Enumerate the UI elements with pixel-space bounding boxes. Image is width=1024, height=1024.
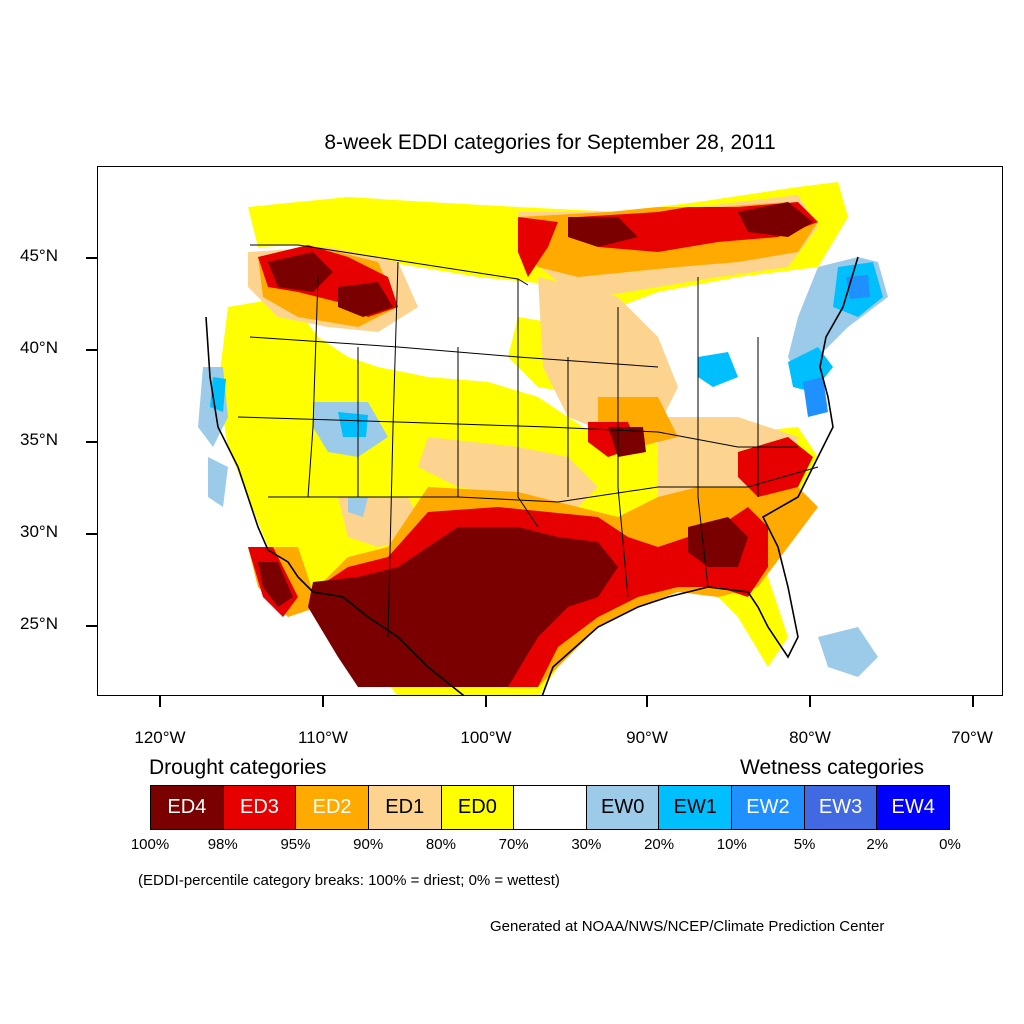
drought-categories-heading: Drought categories — [149, 756, 327, 779]
lon-tick-120 — [159, 696, 161, 707]
legend-swatch-ed4: ED4 — [151, 786, 224, 829]
legend-swatch-ew2: EW2 — [732, 786, 805, 829]
lat-label-35: 35°N — [20, 430, 58, 449]
lat-label-45: 45°N — [20, 246, 58, 265]
percentile-break-label: 10% — [716, 836, 747, 853]
percentile-break-label: 2% — [866, 836, 889, 853]
lon-label-80: 80°W — [789, 728, 831, 747]
lon-label-70: 70°W — [951, 728, 993, 747]
ed4-regions — [258, 202, 813, 687]
eddi-map — [198, 182, 888, 695]
boundaries — [205, 244, 859, 695]
legend-swatch-ew0: EW0 — [586, 786, 660, 829]
wetness-categories-heading: Wetness categories — [740, 756, 925, 779]
percentile-break-label: 98% — [207, 836, 238, 853]
percentile-break-label: 5% — [793, 836, 816, 853]
legend-swatch-ew1: EW1 — [659, 786, 733, 829]
percentile-break-label: 0% — [939, 836, 961, 853]
lon-tick-100 — [485, 696, 487, 707]
lat-tick-45 — [86, 257, 97, 259]
percentile-break-label: 95% — [280, 836, 311, 853]
legend-swatch-ed3: ED3 — [223, 786, 297, 829]
ew2-regions — [803, 275, 870, 417]
map-title: 8-week EDDI categories for September 28,… — [324, 131, 776, 154]
lat-tick-35 — [86, 441, 97, 443]
legend-swatch-ed0: ED0 — [441, 786, 515, 829]
lat-tick-40 — [86, 349, 97, 351]
legend-swatch-ew3: EW3 — [804, 786, 878, 829]
legend-swatch-ew4: EW4 — [877, 786, 950, 829]
lat-label-40: 40°N — [20, 338, 58, 357]
lon-tick-70 — [972, 696, 974, 707]
percentile-break-label: 100% — [130, 836, 170, 853]
map-panel — [97, 166, 1003, 696]
lat-tick-30 — [86, 533, 97, 535]
credit-line: Generated at NOAA/NWS/NCEP/Climate Predi… — [490, 918, 885, 935]
lon-label-100: 100°W — [460, 728, 512, 747]
legend-swatch-ed1: ED1 — [368, 786, 442, 829]
legend-swatch-ed2: ED2 — [296, 786, 369, 829]
legend-swatch-normal — [514, 786, 587, 829]
lat-label-30: 30°N — [20, 522, 58, 541]
percentile-break-label: 70% — [498, 836, 529, 853]
lat-tick-25 — [86, 625, 97, 627]
percentile-break-label: 20% — [644, 836, 675, 853]
lon-label-90: 90°W — [626, 728, 668, 747]
percentile-break-label: 30% — [571, 836, 602, 853]
percentile-break-label: 80% — [425, 836, 456, 853]
lon-tick-90 — [646, 696, 648, 707]
lon-tick-80 — [809, 696, 811, 707]
category-colorbar: ED4 ED3 ED2 ED1 ED0 EW0 EW1 EW2 EW3 EW4 — [150, 785, 950, 830]
lon-label-120: 120°W — [134, 728, 186, 747]
percentile-break-label: 90% — [353, 836, 384, 853]
lon-label-110: 110°W — [298, 728, 348, 747]
breaks-note: (EDDI-percentile category breaks: 100% =… — [138, 872, 560, 889]
lat-label-25: 25°N — [20, 614, 58, 633]
lon-tick-110 — [322, 696, 324, 707]
